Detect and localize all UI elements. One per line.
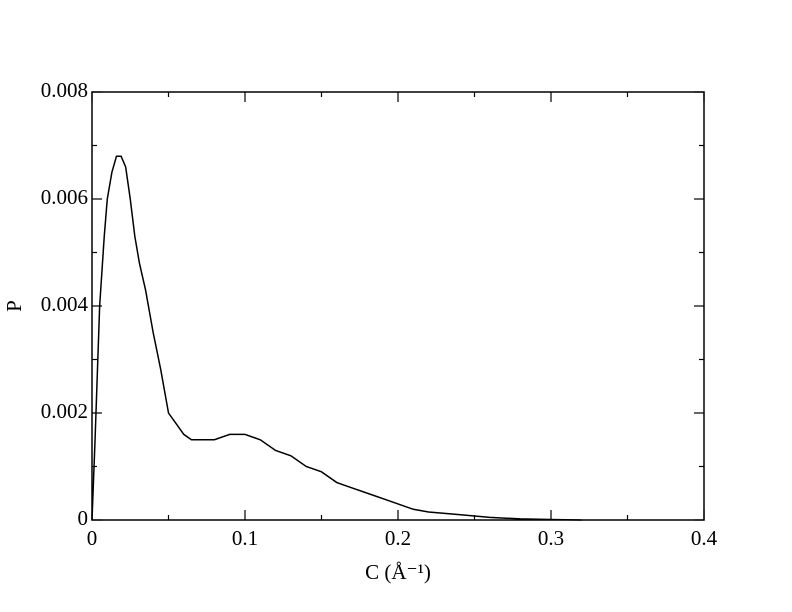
x-tick-label: 0.4	[691, 526, 718, 550]
y-tick-label: 0	[78, 506, 89, 530]
y-tick-label: 0.002	[41, 399, 88, 423]
x-tick-label: 0.1	[232, 526, 258, 550]
y-tick-label: 0.004	[41, 292, 89, 316]
x-axis-label: C (Å⁻¹)	[365, 560, 431, 584]
data-line	[91, 155, 582, 521]
y-tick-label: 0.006	[41, 185, 88, 209]
x-tick-label: 0	[87, 526, 98, 550]
x-tick-label: 0.2	[385, 526, 411, 550]
plot-frame	[91, 91, 705, 521]
y-axis-label: P	[2, 300, 26, 312]
x-tick-label: 0.3	[538, 526, 564, 550]
y-tick-label: 0.008	[41, 78, 88, 102]
